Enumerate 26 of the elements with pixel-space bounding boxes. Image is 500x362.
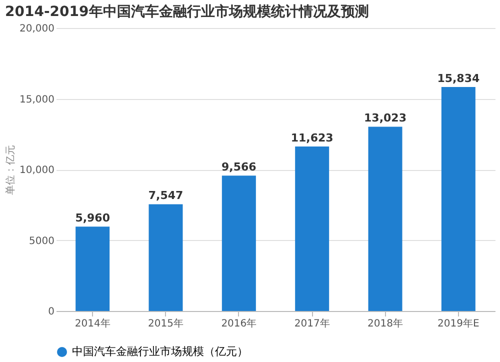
- y-tick-label: 10,000: [20, 165, 54, 176]
- y-tick-label: 20,000: [20, 24, 54, 34]
- legend-label: 中国汽车金融行业市场规模（亿元）: [72, 345, 248, 358]
- bar: [148, 204, 183, 311]
- x-tick-label: 2018年: [368, 318, 403, 330]
- text: 11,623: [290, 132, 334, 145]
- text: 15,834: [437, 72, 480, 85]
- text: 7,547: [148, 189, 184, 202]
- text: 13,023: [364, 112, 406, 125]
- y-tick-label: 5000: [29, 236, 54, 247]
- x-tick-label: 2014年: [74, 318, 110, 330]
- text: 9,566: [222, 160, 256, 174]
- y-axis-title: 单位：亿元: [4, 145, 17, 195]
- bar: [368, 126, 402, 311]
- y-tick-label: 15,000: [20, 94, 54, 106]
- x-tick-label: 2019年E: [438, 318, 480, 330]
- x-tick-label: 2015年: [148, 318, 184, 330]
- chart-title: 2014-2019年中国汽车金融行业市场规模统计情况及预测: [5, 3, 369, 20]
- x-tick-label: 2016年: [221, 318, 257, 330]
- bar: [76, 226, 110, 311]
- y-tick-label: 0: [48, 306, 54, 318]
- bar: [441, 86, 476, 311]
- x-tick-label: 2017年: [294, 318, 330, 330]
- text: 5,960: [75, 212, 110, 225]
- bar: [295, 146, 330, 311]
- bar: [222, 176, 256, 311]
